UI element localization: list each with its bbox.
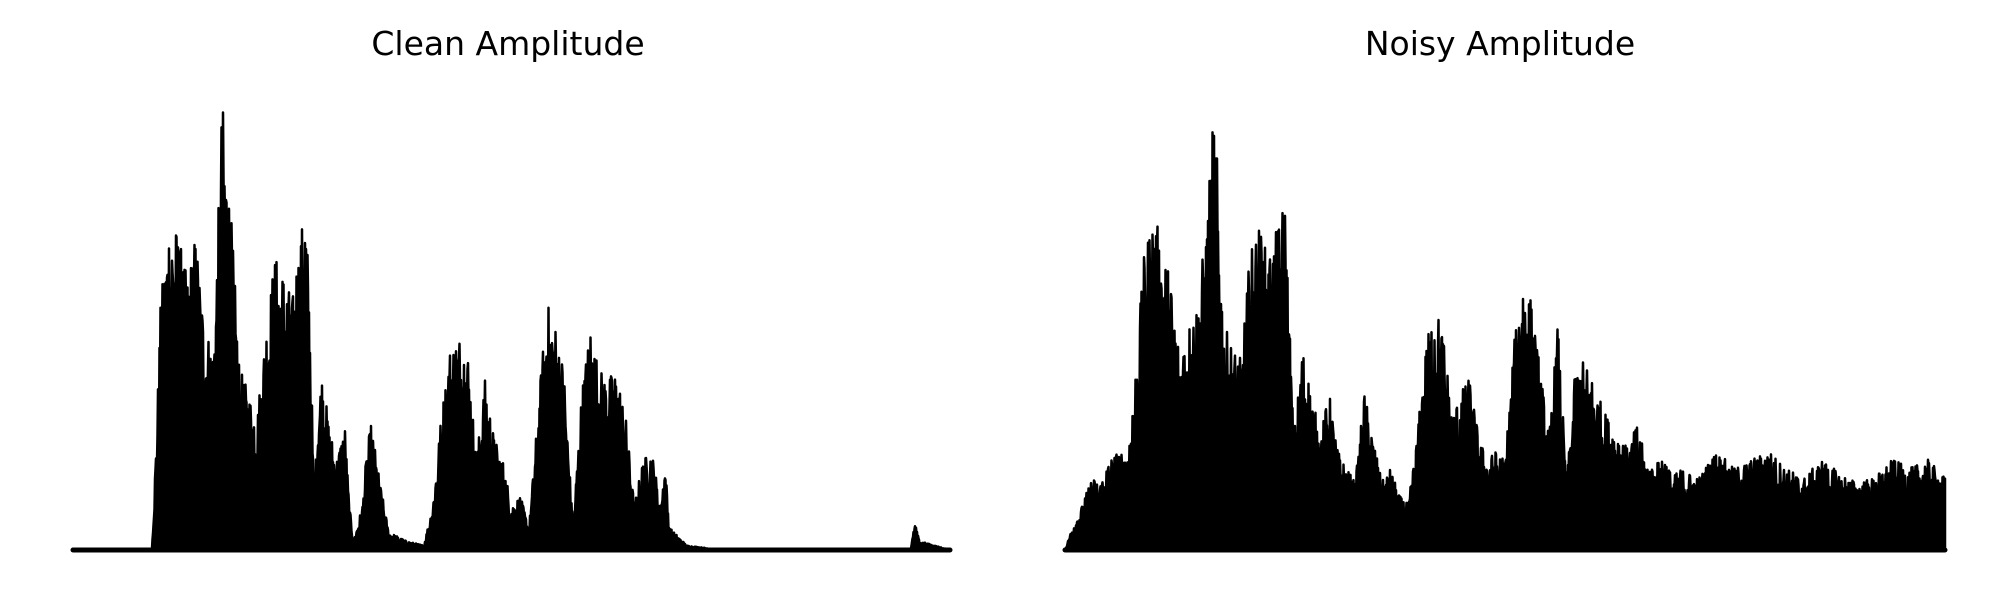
clean-amplitude-waveform — [73, 113, 950, 550]
noisy-amplitude-waveform — [1065, 132, 1945, 550]
